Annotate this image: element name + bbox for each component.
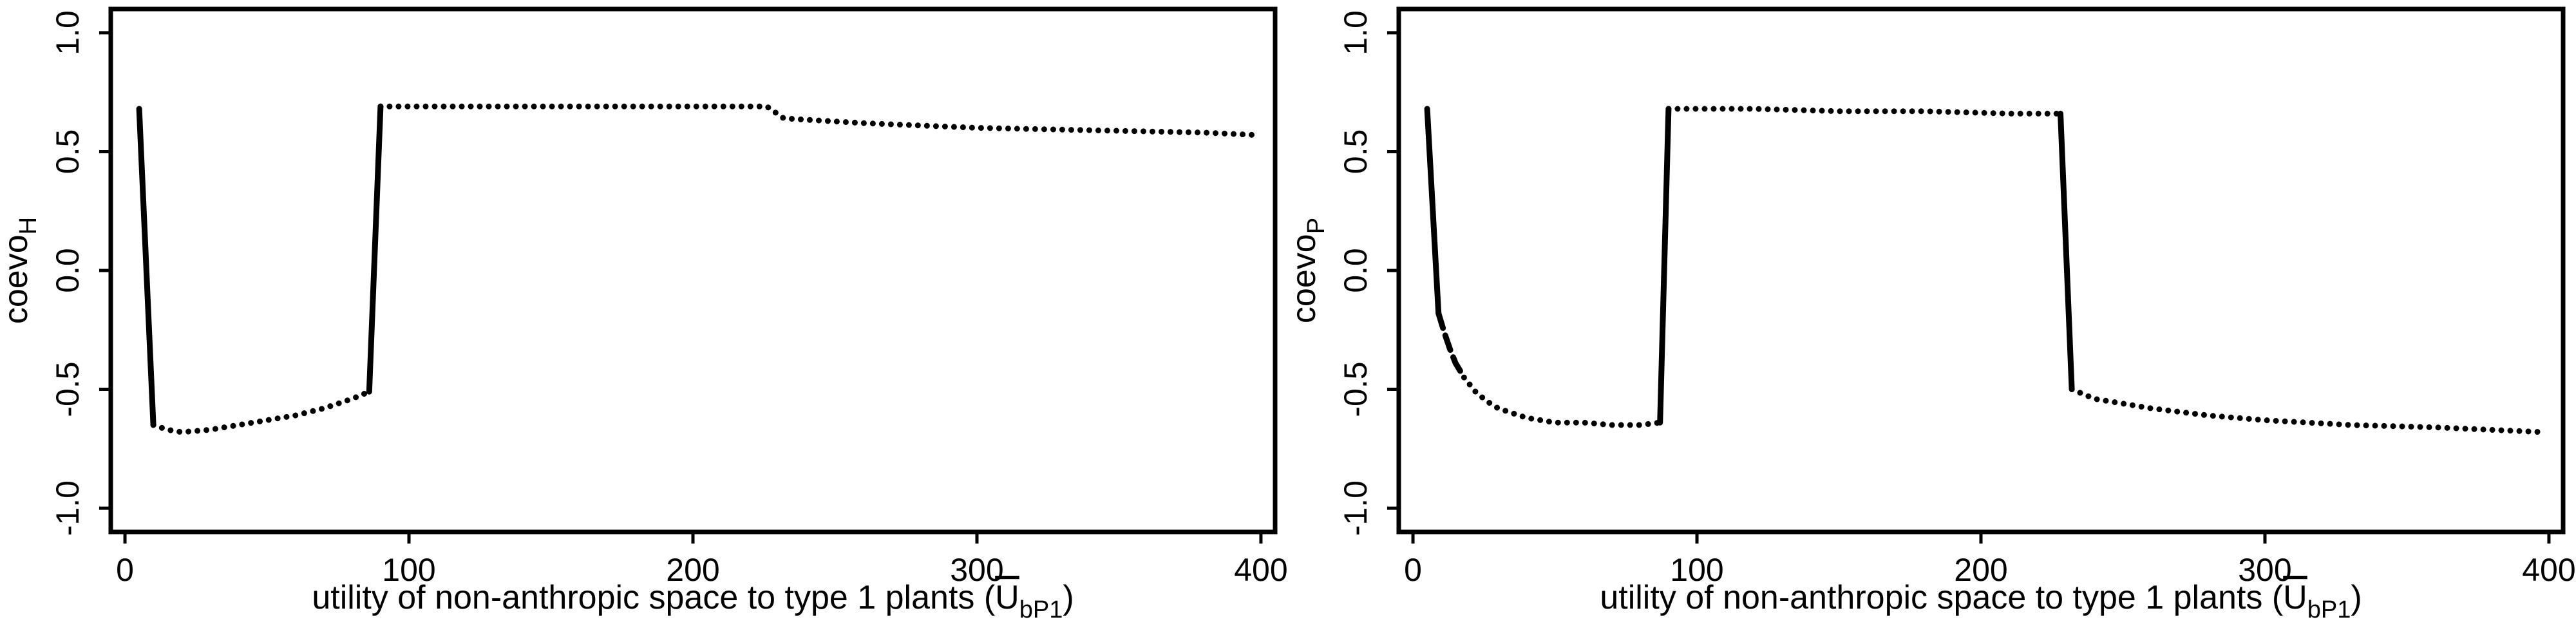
y-axis-title-base: coevo <box>0 234 35 324</box>
x-tick-label: 200 <box>666 552 719 588</box>
y-tick-label: 0.5 <box>50 129 86 175</box>
x-tick-label: 100 <box>382 552 435 588</box>
y-tick-label: -1.0 <box>50 480 86 536</box>
series-line-4 <box>377 103 1258 138</box>
x-tick-label: 0 <box>1404 552 1422 588</box>
x-axis-title-symbol: U <box>995 579 1019 616</box>
series-line-6 <box>2058 110 2075 392</box>
y-tick-label: 1.0 <box>1338 10 1374 55</box>
series-line-1 <box>136 106 156 428</box>
series-line-2 <box>150 388 372 435</box>
x-tick-label: 200 <box>1954 552 2007 588</box>
series-line-5 <box>1665 106 2063 117</box>
y-axis-title-sub: P <box>1303 218 1330 234</box>
x-tick-label: 300 <box>950 552 1003 588</box>
series-line-2 <box>1435 310 1467 381</box>
plot-frame <box>1396 6 2566 535</box>
y-tick-label: 1.0 <box>50 10 86 55</box>
plot-frame <box>108 6 1278 535</box>
x-axis-title-prefix: utility of non-anthropic space to type 1… <box>312 579 996 616</box>
x-tick-label: 400 <box>1234 552 1287 588</box>
x-tick-label: 400 <box>2522 552 2575 588</box>
x-axis-title-symbol: U <box>2283 579 2307 616</box>
y-tick-label: 0.0 <box>1338 248 1374 293</box>
y-axis-title: coevoH <box>0 217 42 324</box>
y-tick-label: 0.0 <box>50 248 86 293</box>
series-line-7 <box>2069 386 2546 435</box>
y-tick-label: -0.5 <box>50 361 86 417</box>
y-axis-title: coevoP <box>1285 218 1330 323</box>
x-axis-title-sub: bP1 <box>1019 596 1063 623</box>
chart-panel-2: 0 100 200 300 400-1.0-0.50.00.51.0coevoPutil… <box>1285 6 2576 623</box>
x-axis-title-prefix: utility of non-anthropic space to type 1… <box>1600 579 2284 616</box>
x-tick-label: 0 <box>116 552 134 588</box>
x-axis-title: utility of non-anthropic space to type 1… <box>312 579 1074 623</box>
x-tick-label: 100 <box>1670 552 1723 588</box>
series-line-3 <box>1461 374 1663 428</box>
x-axis-title: utility of non-anthropic space to type 1… <box>1600 579 2362 623</box>
x-axis-title-sub: bP1 <box>2307 596 2351 623</box>
series-line-1 <box>1424 106 1442 316</box>
series-line-4 <box>1657 106 1672 426</box>
y-axis-title-sub: H <box>15 217 42 234</box>
x-axis-title-suffix: ) <box>2351 579 2362 616</box>
x-tick-label: 300 <box>2238 552 2291 588</box>
x-axis-title-suffix: ) <box>1063 579 1074 616</box>
series-line-3 <box>366 103 384 395</box>
y-axis-title-base: coevo <box>1285 234 1323 323</box>
y-tick-label: -0.5 <box>1338 361 1374 417</box>
y-tick-label: 0.5 <box>1338 129 1374 175</box>
y-tick-label: -1.0 <box>1338 480 1374 536</box>
chart-panel-1: 0 100 200 300 400-1.0-0.50.00.51.0coevoHutil… <box>0 6 1288 623</box>
